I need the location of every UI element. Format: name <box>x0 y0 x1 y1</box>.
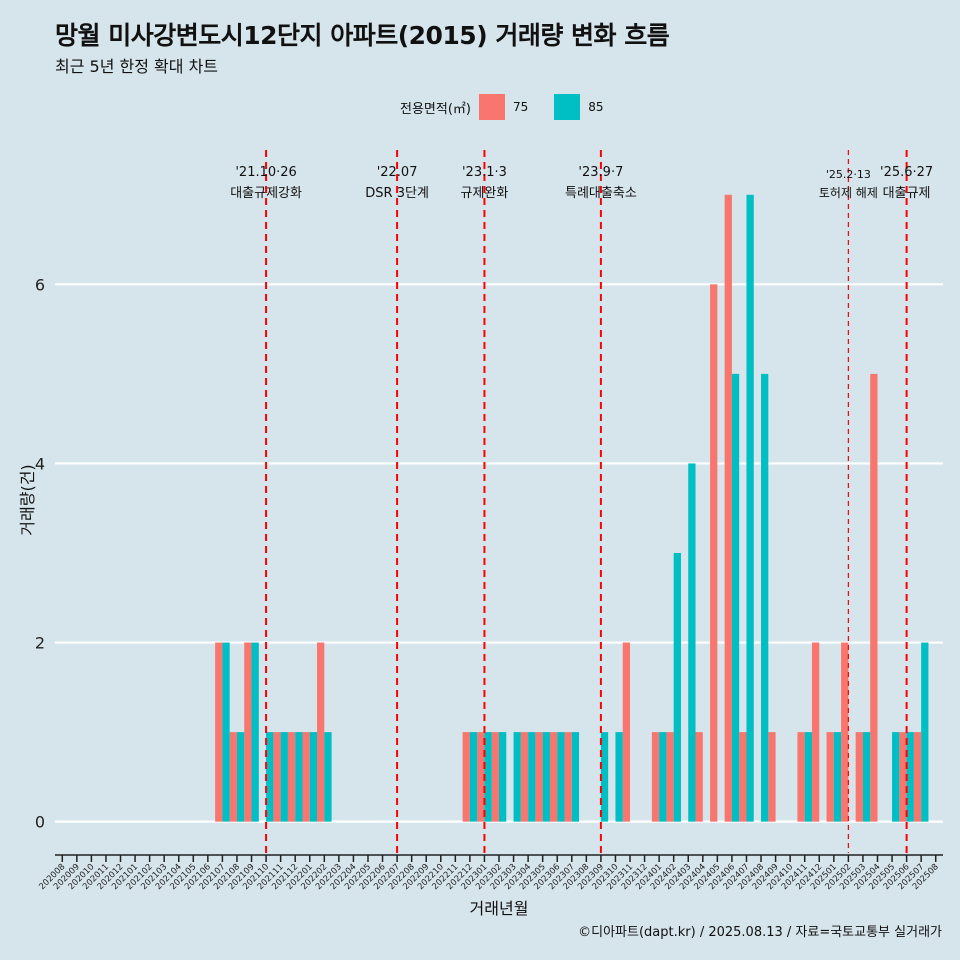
bar-85-202305 <box>542 732 550 822</box>
bar-85-202111 <box>280 732 288 822</box>
event-label: DSR 3단계 <box>365 186 429 201</box>
bar-75-202411 <box>797 732 805 822</box>
legend-swatch-75 <box>478 94 505 120</box>
bar-75-202305 <box>535 732 543 822</box>
bar-85-202401 <box>659 732 667 822</box>
bar-85-202501 <box>833 732 842 822</box>
bar-85-202303 <box>513 732 521 822</box>
bar-75-202107 <box>215 642 223 822</box>
y-tick-label: 6 <box>35 275 45 294</box>
event-label: 규제완화 <box>461 186 509 201</box>
bar-75-202111 <box>273 732 281 822</box>
bar-75-202302 <box>491 732 499 822</box>
bar-85-202505 <box>892 732 900 822</box>
legend-swatch-85 <box>554 94 581 120</box>
event-label: 대출규제 <box>883 186 931 201</box>
legend-title: 전용면적(㎡) <box>400 101 471 117</box>
bar-85-202403 <box>688 463 696 822</box>
chart-title: 망월 미사강변도시12단지 아파트(2015) 거래량 변화 흐름 <box>55 21 670 50</box>
legend-label-85: 85 <box>588 100 604 114</box>
bar-75-202506 <box>899 732 907 822</box>
bar-75-202112 <box>287 732 296 822</box>
event-date-label: '25.2·13 <box>826 168 871 181</box>
event-date-label: '23.1·3 <box>462 165 507 180</box>
bar-75-202304 <box>520 732 529 822</box>
bar-75-202109 <box>244 642 252 822</box>
bar-75-202401 <box>651 732 660 822</box>
bar-85-202301 <box>484 732 492 822</box>
y-tick-label: 2 <box>35 634 45 653</box>
bar-75-202501 <box>826 732 834 822</box>
y-axis-title: 거래량(건) <box>18 464 37 535</box>
bar-85-202110 <box>266 732 274 822</box>
x-axis-title: 거래년월 <box>470 899 529 918</box>
bar-75-202201 <box>302 732 310 822</box>
bar-85-202202 <box>324 732 332 822</box>
bar-85-202408 <box>761 373 769 822</box>
bars <box>215 194 929 822</box>
y-tick-label: 4 <box>35 454 45 473</box>
bar-75-202301 <box>477 732 485 822</box>
bar-85-202201 <box>309 732 318 822</box>
y-tick-label: 0 <box>35 813 45 832</box>
bar-85-202307 <box>571 732 580 822</box>
bar-85-202212 <box>469 732 478 822</box>
bar-75-202504 <box>870 373 878 822</box>
event-date-label: '22.07 <box>377 165 418 180</box>
bar-75-202412 <box>811 642 820 822</box>
bar-75-202306 <box>549 732 558 822</box>
bar-85-202108 <box>236 732 245 822</box>
event-label: 대출규제강화 <box>230 186 302 201</box>
bar-75-202311 <box>622 642 631 822</box>
bar-75-202108 <box>229 732 237 822</box>
bar-75-202307 <box>564 732 572 822</box>
bar-85-202411 <box>804 732 812 822</box>
bar-85-202109 <box>251 642 259 822</box>
bar-75-202406 <box>724 194 732 822</box>
bar-85-202407 <box>746 194 754 822</box>
event-date-label: '21.10·26 <box>235 165 296 180</box>
bar-85-202304 <box>528 732 536 822</box>
chart-subtitle: 최근 5년 한정 확대 차트 <box>55 57 219 76</box>
bar-75-202407 <box>739 732 747 822</box>
bar-85-202107 <box>222 642 230 822</box>
bar-75-202502 <box>841 642 849 822</box>
bar-75-202405 <box>710 284 718 822</box>
bar-75-202212 <box>462 732 470 822</box>
event-date-label: '23.9·7 <box>578 165 623 180</box>
legend: 전용면적(㎡) 75 85 <box>400 93 604 121</box>
bar-85-202402 <box>673 552 681 822</box>
event-lines: '21.10·26 대출규제강화 '22.07 DSR 3단계 '23.1·3 규제완화 '… <box>230 150 933 853</box>
bar-85-202309 <box>600 732 609 822</box>
event-date-label: '25.6·27 <box>880 165 933 180</box>
event-label: 특례대출축소 <box>565 186 637 201</box>
bar-75-202404 <box>695 732 703 822</box>
bar-85-202506 <box>906 732 914 822</box>
bar-75-202202 <box>317 642 325 822</box>
bar-75-202409 <box>768 732 776 822</box>
legend-label-75: 75 <box>512 100 529 114</box>
bar-85-202112 <box>295 732 303 822</box>
bar-75-202507 <box>913 732 922 822</box>
source-caption: ©디아파트(dapt.kr) / 2025.08.13 / 자료=국토교통부 실… <box>578 925 942 940</box>
bar-75-202402 <box>666 732 674 822</box>
bar-85-202507 <box>921 642 929 822</box>
bar-85-202310 <box>615 732 623 822</box>
event-label: 토허제 해제 <box>819 186 878 200</box>
bar-85-202503 <box>862 732 871 822</box>
bar-85-202302 <box>499 732 507 822</box>
bar-75-202503 <box>855 732 863 822</box>
bar-85-202306 <box>557 732 565 822</box>
bar-85-202406 <box>731 373 740 822</box>
